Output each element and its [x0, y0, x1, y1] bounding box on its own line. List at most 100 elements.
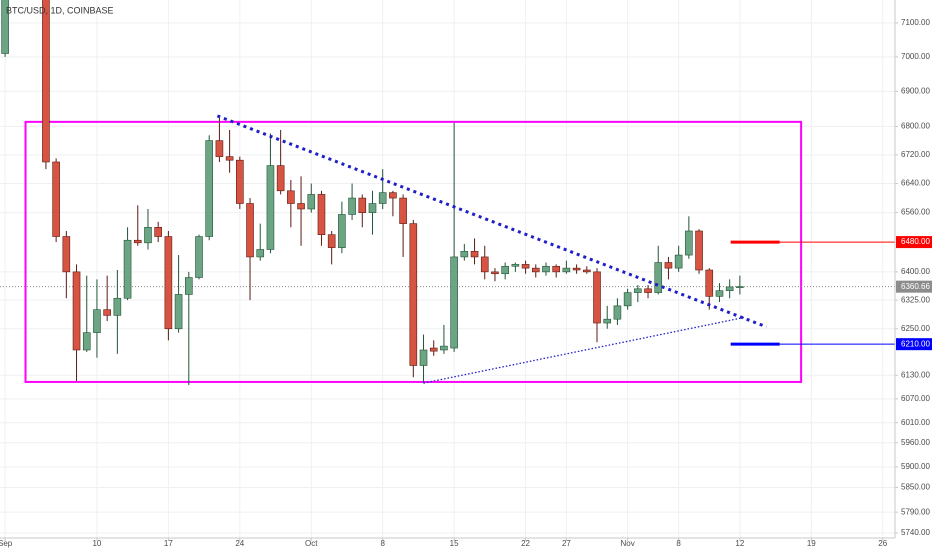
- trend-line: [216, 114, 767, 329]
- x-tick-label: 8: [380, 539, 385, 548]
- last-price-label: 6360.66: [901, 282, 930, 291]
- candle-body: [276, 165, 285, 192]
- price-label: 6210.00: [901, 339, 930, 348]
- candle-body: [399, 197, 407, 224]
- candle-body: [440, 345, 448, 351]
- candle-body: [409, 223, 418, 366]
- candle-body: [715, 290, 724, 297]
- candle-body: [42, 0, 50, 163]
- candle-body: [725, 286, 734, 291]
- candle-body: [225, 156, 234, 161]
- candle-body: [480, 256, 489, 273]
- candle-body: [368, 203, 377, 213]
- x-tick-label: 10: [92, 539, 101, 548]
- y-tick-label: 7100.00: [901, 18, 930, 27]
- candle-body: [72, 271, 81, 351]
- y-tick-label: 6800.00: [901, 122, 930, 131]
- candle-body: [348, 197, 356, 215]
- candle-body: [256, 249, 265, 258]
- candle-body: [297, 203, 305, 210]
- candle-body: [215, 140, 224, 157]
- x-tick-label: 8: [676, 539, 681, 548]
- last-price-box: [896, 280, 932, 293]
- candle-body: [623, 292, 632, 307]
- candle-body: [378, 192, 387, 204]
- x-tick-label: 24: [235, 539, 244, 548]
- candle-body: [389, 192, 397, 199]
- candle-body: [542, 265, 550, 273]
- candle-body: [62, 236, 71, 273]
- x-tick-label: Oct: [305, 539, 318, 548]
- candle-body: [552, 265, 560, 273]
- y-tick-label: 5900.00: [901, 462, 930, 471]
- y-tick-label: 6250.00: [901, 324, 930, 333]
- candle-body: [674, 254, 683, 269]
- y-tick-label: 6720.00: [901, 150, 930, 159]
- candle-body: [358, 197, 367, 213]
- candle-body: [93, 309, 101, 333]
- candle-body: [521, 264, 530, 269]
- range-box: [24, 120, 803, 383]
- y-tick-label: 5740.00: [901, 528, 930, 537]
- candle-body: [603, 318, 612, 324]
- candle-body: [511, 264, 520, 267]
- candle-body: [634, 288, 642, 293]
- y-tick-label: 7000.00: [901, 52, 930, 61]
- trend-line: [423, 316, 746, 384]
- candle-body: [174, 294, 183, 330]
- x-tick-label: 17: [164, 539, 173, 548]
- candle-body: [133, 239, 142, 244]
- candle-body: [52, 161, 60, 237]
- candle-body: [103, 309, 111, 316]
- candle-body: [184, 277, 193, 295]
- x-tick-label: 12: [735, 539, 744, 548]
- candle-body: [419, 349, 428, 366]
- x-tick-label: 22: [521, 539, 530, 548]
- axes: 7100.00 7000.00 6900.00 6800.00 6720.00 6640.…: [0, 18, 932, 548]
- candle-body: [164, 236, 173, 330]
- candle-body: [154, 227, 162, 237]
- x-tick-label: 27: [562, 539, 571, 548]
- y-tick-label: 6070.00: [901, 394, 930, 403]
- candle-body: [327, 234, 336, 248]
- price-label-box: [896, 236, 932, 249]
- y-tick-label: 5850.00: [901, 483, 930, 492]
- candle-body: [736, 286, 744, 288]
- y-tick-label: 5960.00: [901, 438, 930, 447]
- candle-body: [664, 262, 673, 269]
- y-tick-label: 6900.00: [901, 87, 930, 96]
- x-tick-label: Nov: [621, 539, 635, 548]
- plot-area: [0, 0, 895, 386]
- y-tick-label: 6400.00: [901, 267, 930, 276]
- price-label: 6480.00: [901, 237, 930, 246]
- grid: [0, 0, 895, 538]
- y-tick-label: 6325.00: [901, 295, 930, 304]
- x-tick-label: 26: [878, 539, 887, 548]
- candle-body: [593, 271, 601, 324]
- candle-body: [562, 267, 571, 273]
- candle-body: [705, 269, 714, 297]
- candle-body: [1, 0, 9, 54]
- candle-body: [287, 190, 295, 204]
- candle-body: [246, 203, 254, 258]
- candle-body: [338, 214, 346, 248]
- y-tick-label: 6640.00: [901, 179, 930, 188]
- candle-body: [195, 236, 203, 278]
- y-tick-label: 6010.00: [901, 418, 930, 427]
- candle-body: [236, 159, 244, 204]
- candle-body: [501, 265, 509, 275]
- x-tick-label: 15: [450, 539, 459, 548]
- y-tick-label: 6560.00: [901, 208, 930, 217]
- candle-body: [470, 251, 479, 258]
- candle-body: [531, 267, 540, 273]
- candle-body: [695, 230, 703, 271]
- candle-body: [654, 262, 663, 293]
- x-tick-label: Sep: [0, 539, 13, 548]
- candle-body: [307, 194, 316, 210]
- candle-body: [460, 251, 469, 258]
- candle-body: [429, 347, 438, 352]
- candle-body: [123, 239, 132, 299]
- candle-body: [82, 332, 91, 351]
- candle-body: [644, 288, 652, 293]
